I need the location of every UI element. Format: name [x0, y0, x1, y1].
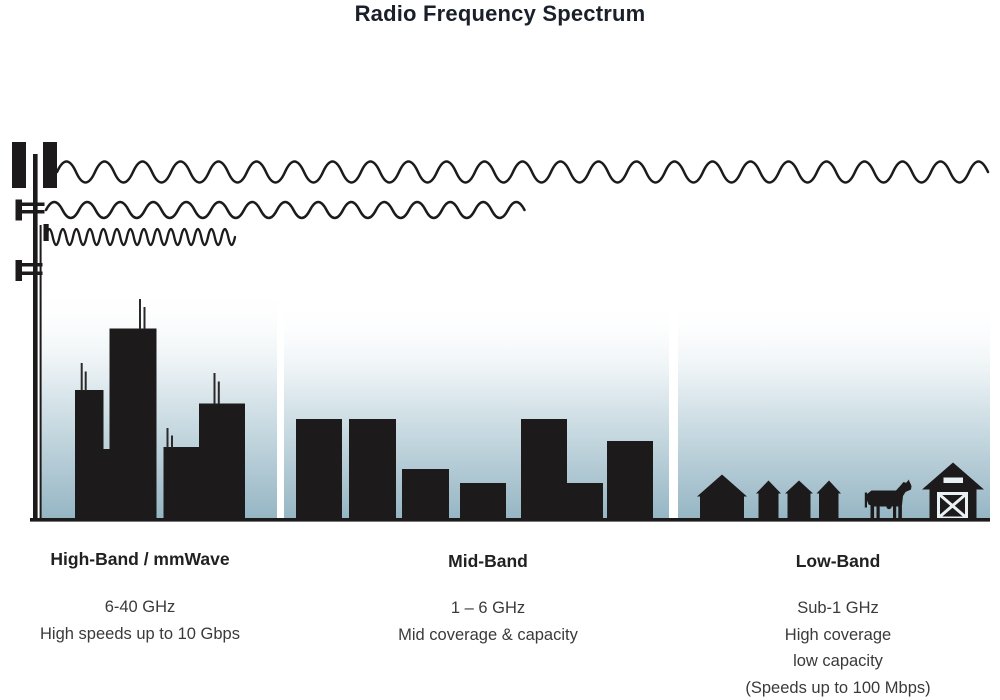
barn-vent — [943, 477, 963, 483]
skyscraper-4 — [199, 403, 245, 518]
midrise-1 — [296, 419, 342, 518]
mid-band-wave — [44, 200, 526, 220]
mid-band-description: Mid coverage & capacity — [398, 625, 578, 644]
rooftop-antennas — [80, 299, 220, 448]
midrise-4 — [460, 483, 506, 518]
house-3 — [785, 480, 813, 518]
low-band-speed: (Speeds up to 100 Mbps) — [745, 678, 931, 697]
midrise-3 — [402, 469, 449, 518]
house-4 — [816, 480, 841, 518]
mid-band-frequency: 1 – 6 GHz — [450, 599, 526, 617]
midrise-7 — [607, 441, 653, 518]
city-skyline — [75, 299, 245, 518]
high-band-description: High speeds up to 10 Gbps — [40, 624, 240, 643]
high-band-heading: High-Band / mmWave — [50, 549, 230, 569]
house-1 — [697, 474, 747, 518]
waves-group — [44, 160, 990, 247]
midrise-2 — [349, 419, 396, 518]
mid-band-sky-panel — [284, 300, 669, 518]
mid-band-label-block: Mid-Band 1 – 6 GHz Mid coverage & capaci… — [338, 551, 638, 648]
low-band-frequency: Sub-1 GHz — [797, 599, 879, 617]
high-band-frequency: 6-40 GHz — [104, 598, 176, 616]
tower-mast — [33, 154, 38, 520]
high-band-wave — [44, 227, 237, 247]
midrise-5 — [521, 419, 567, 518]
low-band-label-block: Low-Band Sub-1 GHz High coverage low cap… — [688, 551, 988, 700]
barn-icon — [922, 462, 984, 520]
midrise-6 — [567, 483, 603, 518]
ground-line — [30, 518, 990, 522]
low-band-wave — [55, 160, 990, 184]
cow-icon — [864, 479, 912, 520]
rural-scene — [697, 462, 984, 520]
tower-antenna-panel-left — [12, 142, 26, 188]
low-band-coverage: High coverage — [784, 625, 892, 644]
skyscraper-podium — [75, 449, 157, 518]
low-band-heading: Low-Band — [795, 551, 881, 571]
low-band-capacity: low capacity — [793, 652, 883, 670]
cell-tower-icon — [12, 142, 57, 520]
high-band-label-block: High-Band / mmWave 6-40 GHz High speeds … — [0, 549, 290, 647]
house-2 — [756, 480, 781, 518]
skyscraper-3 — [163, 447, 199, 518]
midrise-buildings — [296, 419, 653, 518]
tower-antenna-panel-right — [43, 142, 57, 188]
mid-band-heading: Mid-Band — [448, 551, 528, 571]
page-title: Radio Frequency Spectrum — [354, 1, 646, 26]
